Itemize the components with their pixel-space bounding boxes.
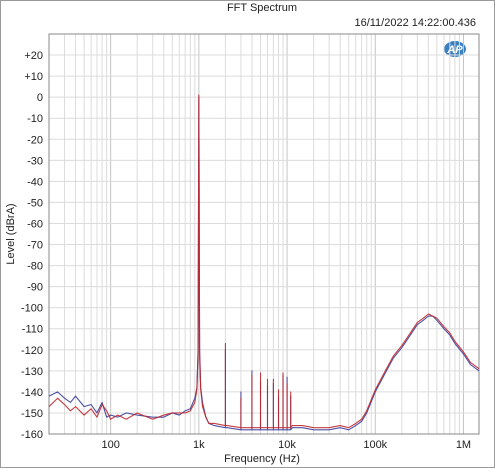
y-tick-label: -90 xyxy=(27,282,43,294)
minor-grid xyxy=(64,34,460,434)
y-tick-label: -130 xyxy=(21,366,43,378)
y-tick-label: -40 xyxy=(27,176,43,188)
y-tick-label: +10 xyxy=(24,71,43,83)
y-tick-label: -110 xyxy=(22,324,43,336)
x-axis-ticks: 100 1k 10k 100k 1M xyxy=(101,439,471,451)
y-axis-label: Level (dBrA) xyxy=(5,203,17,264)
y-tick-label: -150 xyxy=(21,408,43,420)
y-tick-label: -100 xyxy=(21,303,43,315)
y-tick-label: -140 xyxy=(21,387,43,399)
y-axis-ticks: +20 +10 0 -10 -20 -30 -40 -50 -60 -70 -80 -90 -100 -1… xyxy=(21,50,43,441)
y-tick-label: -50 xyxy=(27,197,43,209)
y-tick-label: -60 xyxy=(27,218,43,230)
y-tick-label: -160 xyxy=(21,429,43,441)
x-axis-label: Frequency (Hz) xyxy=(224,453,300,465)
y-tick-label: -30 xyxy=(27,155,43,167)
y-tick-label: -10 xyxy=(27,113,43,125)
y-tick-label: -70 xyxy=(27,240,43,252)
series-line-2 xyxy=(48,94,480,429)
x-tick-label: 1k xyxy=(193,439,205,451)
y-tick-label: 0 xyxy=(37,92,43,104)
series-layer xyxy=(48,94,480,431)
chart-timestamp: 16/11/2022 14:22:00.436 xyxy=(354,17,476,29)
y-tick-label: +20 xyxy=(24,50,43,62)
x-tick-label: 100 xyxy=(101,439,119,451)
plot-area-border xyxy=(48,33,480,435)
y-tick-label: -20 xyxy=(27,134,43,146)
y-tick-label: -80 xyxy=(27,261,43,273)
chart-title: FFT Spectrum xyxy=(227,2,297,14)
x-tick-label: 10k xyxy=(278,439,296,451)
x-tick-label: 100k xyxy=(363,439,387,451)
y-tick-label: -120 xyxy=(21,345,43,357)
x-tick-label: 1M xyxy=(456,439,471,451)
